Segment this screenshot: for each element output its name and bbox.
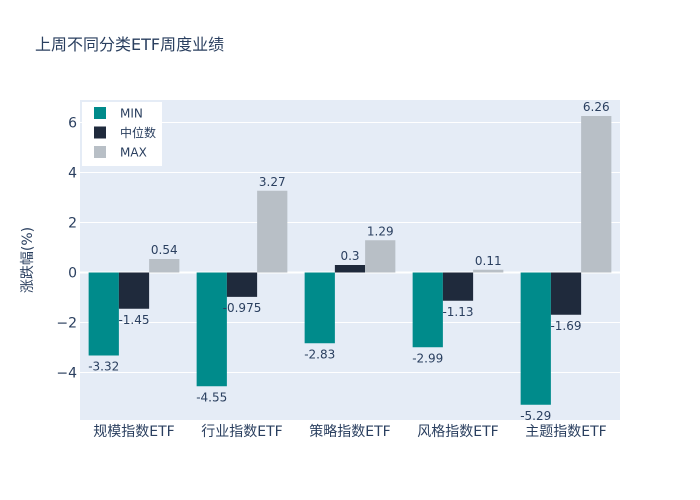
bar-MAX-行业指数ETF: [257, 190, 288, 273]
data-label: -1.13: [442, 305, 473, 319]
y-axis-ticks: −4 −2 0 2 4 6: [56, 116, 77, 382]
chart-title: 上周不同分类ETF周度业绩: [35, 35, 224, 54]
y-tick-label: 6: [68, 116, 77, 132]
bar-MAX-主题指数ETF: [581, 116, 612, 273]
bar-MIN-规模指数ETF: [88, 272, 119, 356]
legend-label: 中位数: [120, 125, 156, 140]
data-label: -1.45: [118, 313, 149, 327]
data-label: -2.99: [412, 351, 443, 365]
data-label: 6.26: [583, 100, 610, 114]
bar-中位数-风格指数ETF: [442, 272, 474, 301]
y-tick-label: −4: [56, 366, 77, 382]
x-tick-label: 策略指数ETF: [309, 423, 390, 440]
data-label: 0.54: [151, 243, 178, 257]
bar-MIN-策略指数ETF: [304, 272, 335, 344]
bar-中位数-行业指数ETF: [226, 272, 258, 297]
legend-swatch: [94, 107, 106, 119]
legend-label: MAX: [120, 146, 147, 160]
x-tick-label: 行业指数ETF: [201, 424, 282, 440]
y-tick-label: 4: [68, 166, 77, 182]
data-label: -2.83: [304, 347, 335, 361]
y-tick-label: 0: [68, 266, 77, 282]
bars: [88, 116, 612, 405]
data-label: -5.29: [520, 409, 551, 423]
data-label: -4.55: [196, 390, 227, 404]
data-label: -3.32: [88, 360, 119, 374]
data-label: 3.27: [259, 175, 286, 189]
legend: MIN 中位数 MAX: [82, 102, 162, 166]
bar-MAX-风格指数ETF: [473, 269, 504, 273]
legend-swatch: [94, 126, 106, 139]
data-label: 1.29: [367, 224, 394, 238]
bar-MAX-规模指数ETF: [149, 259, 180, 273]
data-label: 0.11: [475, 254, 502, 268]
bar-MIN-行业指数ETF: [196, 272, 227, 387]
bar-MAX-策略指数ETF: [365, 240, 396, 273]
data-labels: -3.32 -1.45 0.54 -4.55 -0.975 3.27 -2.83 0.3 1.2…: [88, 100, 609, 423]
bar-中位数-规模指数ETF: [118, 272, 150, 309]
x-tick-label: 规模指数ETF: [93, 424, 174, 440]
legend-swatch: [94, 146, 106, 158]
bar-MIN-主题指数ETF: [520, 272, 551, 405]
data-label: 0.3: [340, 249, 359, 263]
y-axis-label: 涨跌幅(%): [20, 227, 36, 293]
x-tick-label: 风格指数ETF: [417, 424, 498, 440]
data-label: -1.69: [550, 319, 581, 333]
bar-中位数-主题指数ETF: [550, 272, 582, 315]
data-label: -0.975: [223, 301, 262, 315]
legend-label: MIN: [120, 107, 143, 121]
x-tick-label: 主题指数ETF: [525, 424, 606, 440]
x-axis-ticks: 规模指数ETF 行业指数ETF 策略指数ETF 风格指数ETF 主题指数ETF: [93, 423, 606, 440]
bar-MIN-风格指数ETF: [412, 272, 443, 348]
bar-中位数-策略指数ETF: [334, 265, 366, 273]
y-tick-label: −2: [56, 316, 77, 332]
y-tick-label: 2: [68, 216, 77, 232]
